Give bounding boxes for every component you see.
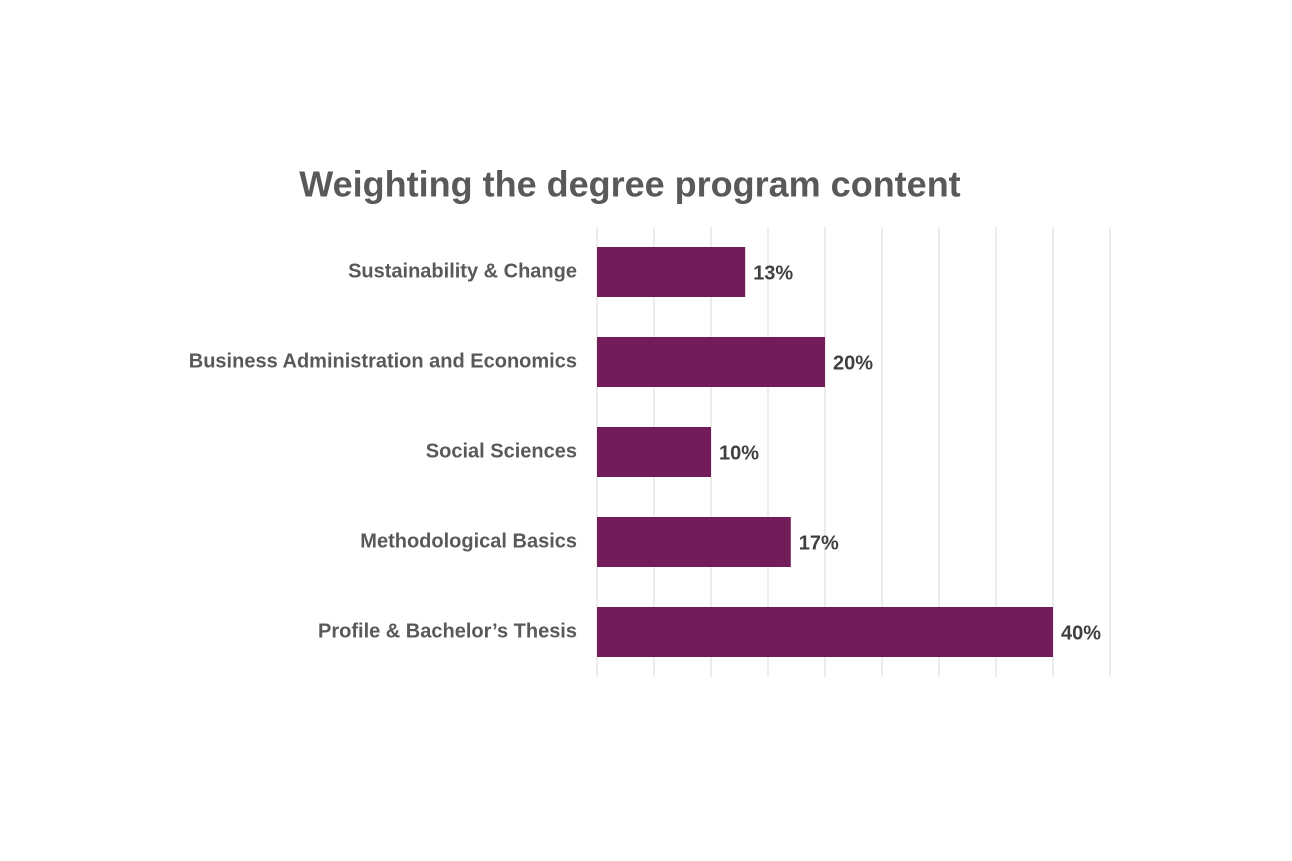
value-label: 13% (753, 262, 793, 284)
bar (597, 517, 791, 567)
y-tick-label: Methodological Basics (360, 530, 577, 552)
value-label: 17% (799, 532, 839, 554)
chart-title: Weighting the degree program content (299, 164, 960, 205)
value-label: 20% (833, 352, 873, 374)
y-tick-label: Sustainability & Change (348, 260, 577, 282)
bar (597, 337, 825, 387)
bar (597, 247, 746, 297)
value-label: 10% (719, 442, 759, 464)
bar (597, 607, 1053, 657)
value-label: 40% (1061, 622, 1101, 644)
y-tick-label: Social Sciences (426, 440, 577, 462)
y-tick-label: Business Administration and Economics (189, 350, 577, 372)
y-tick-label: Profile & Bachelor’s Thesis (318, 620, 577, 642)
bar (597, 427, 711, 477)
